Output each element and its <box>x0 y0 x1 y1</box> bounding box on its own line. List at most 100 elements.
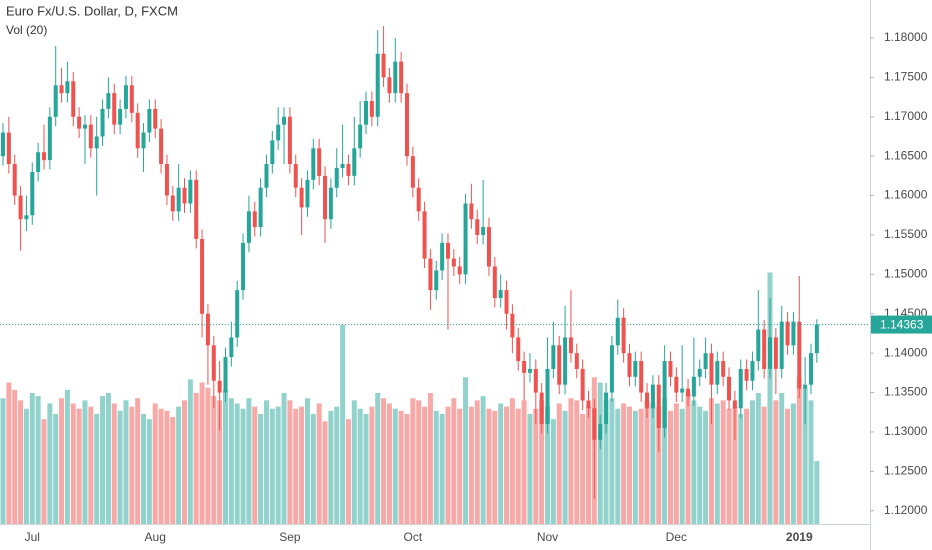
candle-body <box>434 270 439 291</box>
volume-bar <box>59 398 65 524</box>
candle-body <box>340 164 345 168</box>
volume-bar <box>632 410 638 524</box>
candle-body <box>71 81 76 117</box>
candle-body <box>510 313 515 338</box>
candle-body <box>568 337 573 354</box>
candle-body <box>41 152 46 161</box>
candle-body <box>686 388 691 397</box>
volume-bar <box>100 396 106 524</box>
candle-body <box>492 266 497 299</box>
candle-body <box>762 329 767 369</box>
candle-body <box>768 337 773 369</box>
candle-body <box>773 337 778 369</box>
y-tick-label: 1.12500 <box>884 464 928 478</box>
candle-body <box>668 361 673 377</box>
candle-body <box>369 101 374 117</box>
candle-body <box>24 215 29 220</box>
x-tick-label: Jul <box>25 530 40 544</box>
volume-bar <box>334 406 340 524</box>
candle-body <box>182 187 187 204</box>
volume-bar <box>287 400 293 524</box>
volume-bar <box>550 419 556 524</box>
y-tick-label: 1.18000 <box>884 30 928 44</box>
y-tick-label: 1.15500 <box>884 227 928 241</box>
candle-body <box>30 171 35 216</box>
volume-bar <box>187 379 193 524</box>
candle-body <box>721 361 726 377</box>
volume-bar <box>714 403 720 524</box>
candle-body <box>422 211 427 259</box>
volume-bar <box>23 408 29 524</box>
volume-bar <box>808 400 814 524</box>
candle-body <box>627 353 632 377</box>
volume-bar <box>486 408 492 524</box>
candle-body <box>475 219 480 235</box>
volume-bar <box>310 413 316 524</box>
volume-bar <box>767 272 773 524</box>
volume-bar <box>164 410 170 524</box>
volume-bar <box>246 398 252 524</box>
volume-bar <box>708 398 714 524</box>
candle-body <box>440 242 445 271</box>
volume-bar <box>673 403 679 524</box>
candle-body <box>112 93 117 125</box>
candle-body <box>77 116 82 129</box>
candle-body <box>100 108 105 137</box>
volume-bar <box>182 400 188 524</box>
candle-body <box>557 345 562 385</box>
volume-bar <box>375 393 381 524</box>
candle-body <box>188 179 193 204</box>
chart-title: Euro Fx/U.S. Dollar, D, FXCM <box>6 3 178 18</box>
candle-body <box>738 368 743 409</box>
volume-bar <box>18 400 24 524</box>
volume-bar <box>410 398 416 524</box>
candle-body <box>223 357 228 393</box>
volume-bar <box>193 393 199 524</box>
volume-bar <box>515 408 521 524</box>
y-tick-label: 1.14000 <box>884 345 928 359</box>
candle-body <box>656 384 661 429</box>
candle-body <box>328 187 333 220</box>
volume-bar <box>779 393 785 524</box>
volume-bar <box>802 387 808 524</box>
volume-bar <box>509 398 515 524</box>
volume-bar <box>228 398 234 524</box>
candle-body <box>808 353 813 385</box>
candle-body <box>393 61 398 94</box>
volume-bar <box>609 398 615 524</box>
candle-body <box>709 353 714 385</box>
volume-bar <box>697 406 703 524</box>
candle-body <box>469 203 474 220</box>
volume-bar <box>427 393 433 524</box>
volume-bar <box>667 410 673 524</box>
volume-bar <box>626 406 632 524</box>
volume-bar <box>158 408 164 524</box>
candle-body <box>88 124 93 149</box>
x-tick-label: Dec <box>666 530 687 544</box>
candle-body <box>744 368 749 381</box>
volume-bar <box>790 403 796 524</box>
volume-bar <box>111 403 117 524</box>
volume-bar <box>29 393 35 524</box>
volume-bar <box>240 408 246 524</box>
candle-body <box>803 384 808 389</box>
volume-bar <box>732 406 738 524</box>
candle-body <box>522 361 527 373</box>
y-tick-label: 1.17000 <box>884 109 928 123</box>
volume-bar <box>105 393 111 524</box>
candle-body <box>563 337 568 385</box>
candle-body <box>235 290 240 338</box>
candle-body <box>147 108 152 133</box>
volume-bar <box>275 406 281 524</box>
candle-body <box>574 353 579 369</box>
volume-bar <box>785 408 791 524</box>
candle-body <box>797 321 802 389</box>
candle-body <box>276 124 281 141</box>
candle-body <box>527 368 532 373</box>
candle-body <box>633 361 638 377</box>
volume-bar <box>252 406 258 524</box>
volume-bar <box>580 413 586 524</box>
candle-body <box>135 112 140 149</box>
candle-body <box>486 227 491 267</box>
